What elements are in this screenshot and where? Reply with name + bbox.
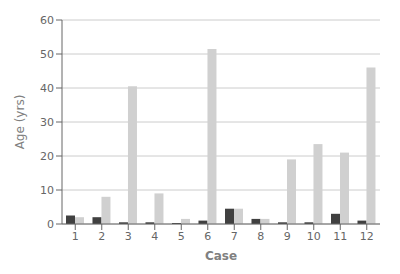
svg-text:6: 6	[204, 230, 211, 243]
svg-text:8: 8	[257, 230, 264, 243]
svg-text:50: 50	[40, 48, 54, 61]
svg-text:Case: Case	[205, 249, 237, 263]
svg-text:11: 11	[333, 230, 347, 243]
svg-text:9: 9	[284, 230, 291, 243]
svg-text:60: 60	[40, 14, 54, 27]
svg-text:0: 0	[47, 218, 54, 231]
svg-text:1: 1	[72, 230, 79, 243]
svg-text:5: 5	[178, 230, 185, 243]
svg-text:2: 2	[98, 230, 105, 243]
svg-text:7: 7	[231, 230, 238, 243]
svg-text:10: 10	[40, 184, 54, 197]
svg-text:12: 12	[360, 230, 374, 243]
svg-text:10: 10	[307, 230, 321, 243]
svg-text:30: 30	[40, 116, 54, 129]
svg-text:Age (yrs): Age (yrs)	[13, 95, 27, 150]
svg-text:20: 20	[40, 150, 54, 163]
svg-text:4: 4	[151, 230, 158, 243]
svg-text:3: 3	[125, 230, 132, 243]
svg-text:40: 40	[40, 82, 54, 95]
